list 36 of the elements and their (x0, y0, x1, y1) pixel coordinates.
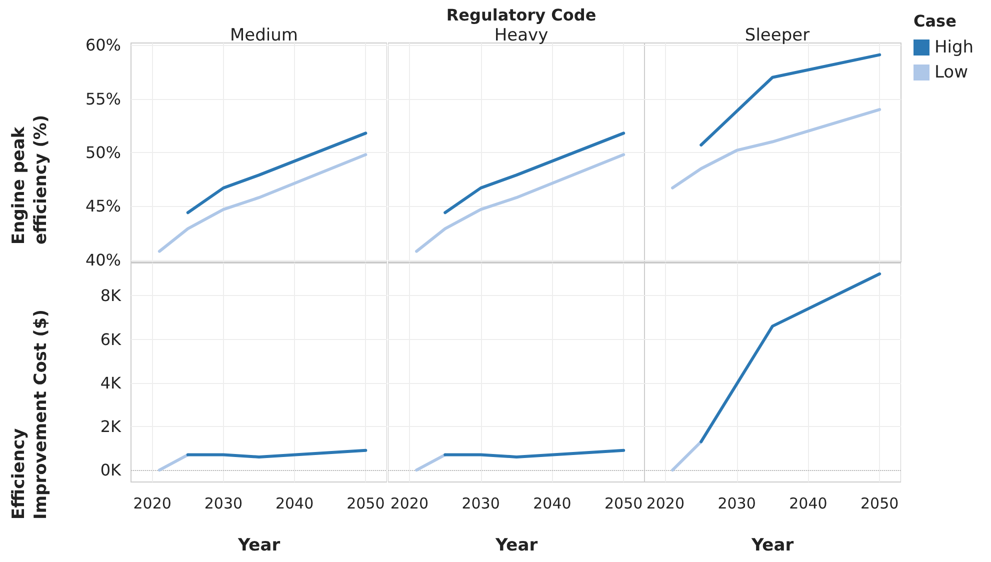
x-axis-title: Year (494, 536, 538, 556)
y-tick-label: 55% (85, 89, 121, 108)
legend-title: Case (914, 12, 957, 30)
x-tick-label: 2040 (789, 494, 828, 512)
x-tick-label: 2020 (646, 494, 685, 512)
x-tick-label: 2040 (532, 494, 571, 512)
y-tick-label: 40% (85, 250, 121, 270)
y-tick-label: 8K (100, 286, 122, 306)
chart-subtitle: Heavy (494, 26, 548, 46)
x-axis-title: Year (750, 536, 794, 556)
x-tick-label: 2030 (204, 494, 243, 512)
y-axis-title: Efficiency Improvement Cost ($) (9, 310, 51, 520)
chart-subtitle: Sleeper (744, 26, 810, 46)
x-tick-label: 2030 (461, 494, 500, 512)
y-tick-label: 60% (85, 36, 121, 55)
x-tick-label: 2020 (133, 494, 172, 512)
y-tick-label: 0K (100, 460, 122, 480)
chart-subtitle: Medium (230, 26, 298, 46)
y-tick-label: 6K (100, 330, 122, 349)
line-series (186, 132, 368, 214)
x-tick-label: 2040 (275, 494, 314, 512)
chart-title: Regulatory Code (446, 6, 596, 24)
x-axis-title: Year (236, 536, 281, 556)
y-tick-label: 50% (85, 143, 121, 162)
x-tick-label: 2050 (604, 494, 642, 512)
line-series (158, 153, 368, 253)
y-tick-label: 4K (100, 373, 122, 392)
x-tick-label: 2030 (718, 494, 756, 512)
legend-label: Low (934, 62, 968, 82)
y-tick-label: 45% (85, 196, 121, 216)
legend-label: High (934, 38, 974, 58)
y-axis-title: Engine peak efficiency (%) (9, 114, 51, 244)
y-tick-label: 2K (100, 416, 122, 436)
x-tick-label: 2050 (860, 494, 899, 512)
x-tick-label: 2050 (346, 494, 385, 512)
x-tick-label: 2020 (390, 494, 428, 512)
